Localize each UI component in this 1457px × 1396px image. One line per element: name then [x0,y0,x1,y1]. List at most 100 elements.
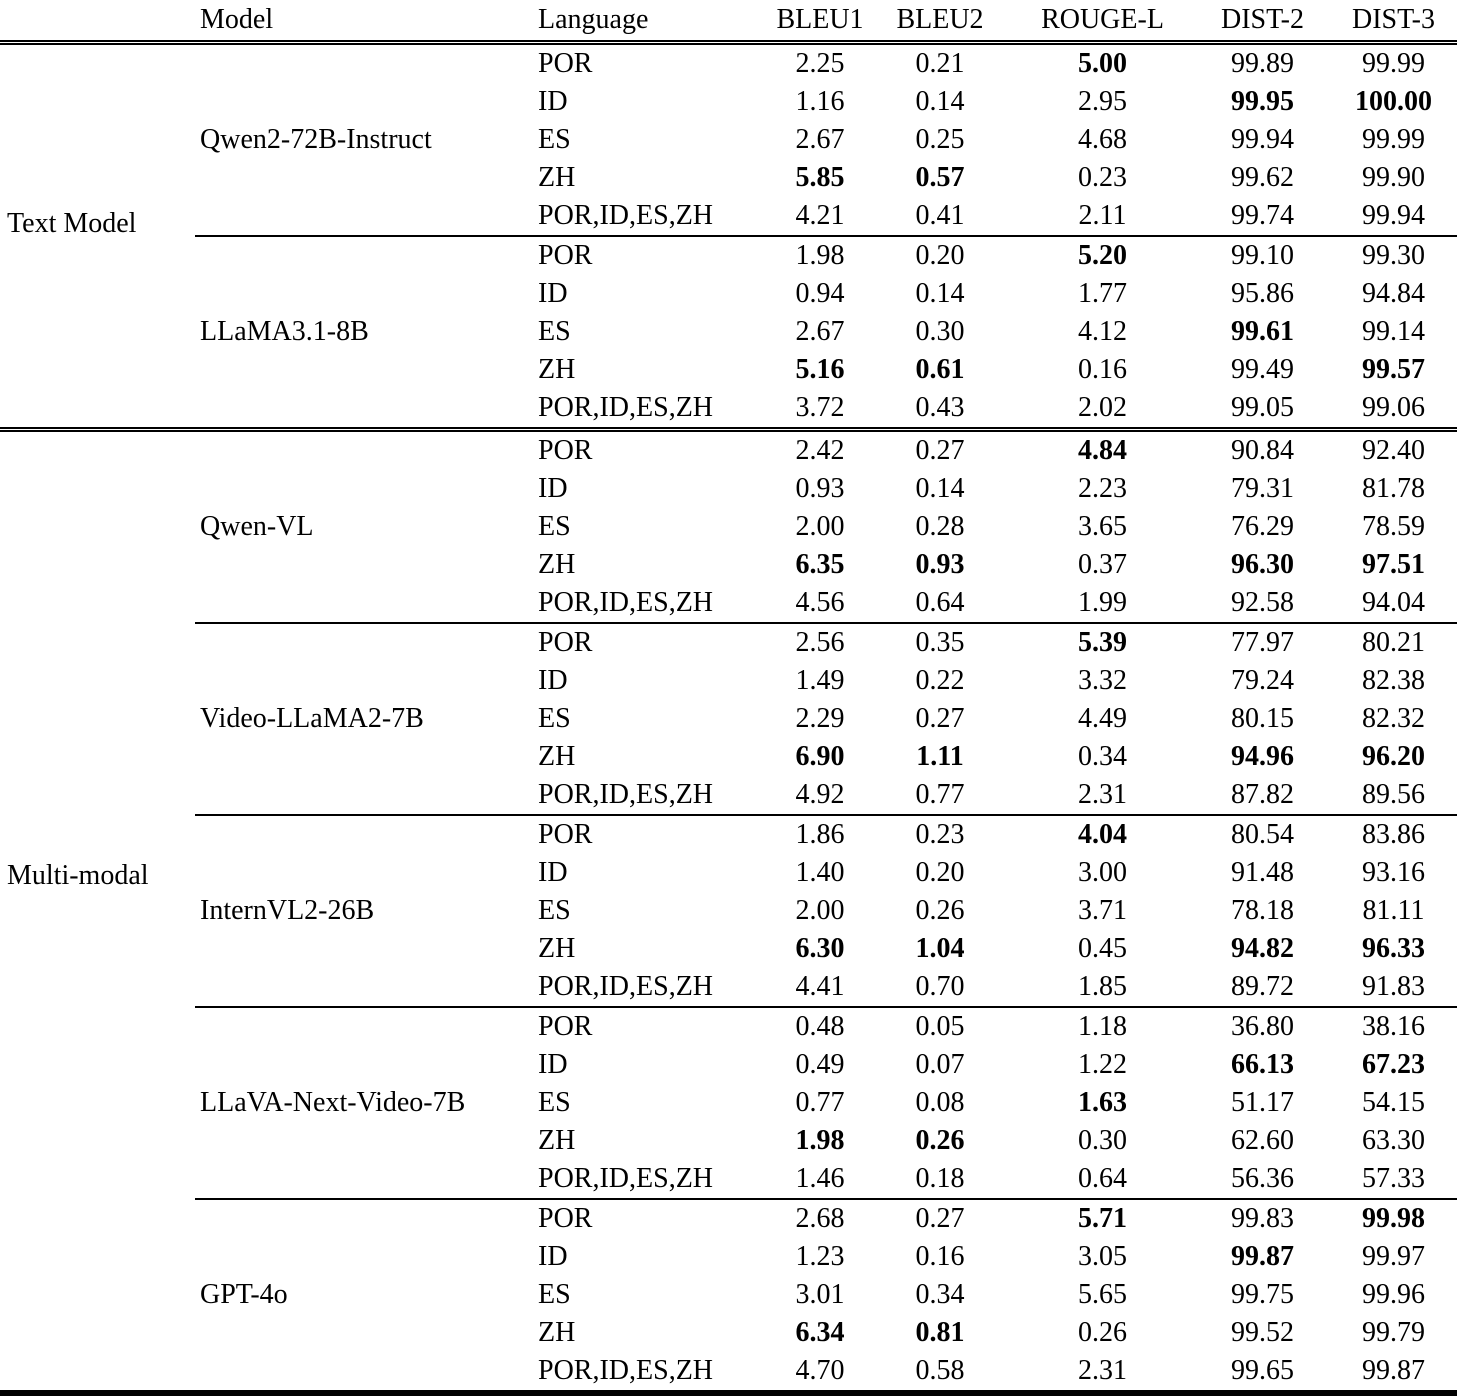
table-row: ES 0.77 0.08 1.63 51.17 54.15 [0,1084,1457,1122]
metric-value-cell: 0.25 [915,124,965,155]
metric-value-cell: 0.34 [915,1279,965,1310]
metric-value-cell: 96.33 [1362,933,1425,964]
language-cell: ID [538,665,568,696]
metric-value-cell: 0.07 [915,1049,965,1080]
table-row: POR,ID,ES,ZH 3.72 0.43 2.02 99.05 99.06 [0,389,1457,431]
metric-value-cell: 0.21 [915,48,965,79]
metric-value-cell: 0.27 [870,427,1010,470]
metric-value-cell: 6.34 [795,1317,845,1348]
language-cell: ZH [538,162,576,193]
metric-value-cell: 4.04 [1078,819,1127,850]
metric-value-cell: 83.86 [1362,819,1425,850]
metric-value-cell: 1.23 [795,1241,845,1272]
metric-value-cell: 0.23 [1078,162,1127,193]
metric-value-cell: 0.26 [1078,1317,1127,1348]
metric-value-cell: 0.26 [915,895,965,926]
metric-value-cell: 0.26 [915,1125,965,1156]
metric-value-cell: 99.52 [1231,1317,1294,1348]
model-group: Multi-modal Qwen-VL POR 2.42 0.27 4.84 90.84 92… [0,427,1457,1394]
metric-value-cell: 2.00 [795,511,845,542]
metric-value-cell: 2.23 [1078,473,1127,504]
metric-value-cell: 2.56 [795,627,845,658]
metric-value-cell: 1.63 [1078,1087,1127,1118]
metric-value-cell: 1.18 [1078,1011,1127,1042]
metric-value-cell: 1.49 [795,665,845,696]
language-cell: POR,ID,ES,ZH [538,968,770,1008]
metric-value-cell: 2.31 [1010,776,1195,816]
metric-value-cell: 94.04 [1330,584,1457,624]
table-row: POR,ID,ES,ZH 4.92 0.77 2.31 87.82 89.56 [0,776,1457,816]
group-label-cell: Text Model [7,208,137,239]
metric-value-cell: 0.43 [870,389,1010,431]
metric-value-cell: 99.57 [1362,354,1425,385]
metric-value-cell: 79.31 [1231,473,1294,504]
language-cell: POR,ID,ES,ZH [538,197,770,237]
metric-value-cell: 89.56 [1330,776,1457,816]
metric-value-cell: 4.49 [1078,703,1127,734]
language-cell: POR [538,1011,593,1042]
metric-value-cell: 66.13 [1231,1049,1294,1080]
metric-value-cell: 0.27 [915,1203,965,1234]
metric-value-cell: 6.90 [795,741,845,772]
metric-value-cell: 0.20 [915,240,965,271]
table-row: ID 0.94 0.14 1.77 95.86 94.84 [0,275,1457,313]
metric-value-cell: 0.81 [915,1317,965,1348]
metric-value-cell: 6.35 [795,549,845,580]
metric-value-cell: 0.61 [915,354,965,385]
language-cell: ID [538,473,568,504]
language-cell: ES [538,1279,571,1310]
table-row: ZH 1.98 0.26 0.30 62.60 63.30 [0,1122,1457,1160]
table-row: Multi-modal Qwen-VL POR 2.42 0.27 4.84 90.84 92… [0,427,1457,1393]
metric-value-cell: 78.18 [1231,895,1294,926]
language-cell: ID [538,857,568,888]
metric-value-cell: 1.86 [795,819,845,850]
table-header: Model Language BLEU1 BLEU2 ROUGE-L DIST-… [0,0,1457,45]
language-cell: ID [538,1049,568,1080]
metric-value-cell: 76.29 [1231,511,1294,542]
language-cell: POR,ID,ES,ZH [538,1160,770,1200]
column-header-bleu1: BLEU1 [770,0,870,45]
metric-value-cell: 93.16 [1362,857,1425,888]
metric-value-cell: 0.45 [1078,933,1127,964]
table-row: ID 1.23 0.16 3.05 99.87 99.97 [0,1238,1457,1276]
metric-value-cell: 4.21 [770,197,870,237]
metric-value-cell: 100.00 [1355,86,1432,117]
metric-value-cell: 67.23 [1362,1049,1425,1080]
model-name-cell: LLaMA3.1-8B [195,236,538,431]
metric-value-cell: 0.64 [1010,1160,1195,1200]
metric-value-cell: 99.95 [1231,86,1294,117]
metric-value-cell: 80.15 [1231,703,1294,734]
language-cell: ID [538,86,568,117]
metric-value-cell: 0.16 [915,1241,965,1272]
metric-value-cell: 2.67 [795,124,845,155]
metric-value-cell: 81.78 [1362,473,1425,504]
metric-value-cell: 51.17 [1231,1087,1294,1118]
metric-value-cell: 1.85 [1010,968,1195,1008]
column-header-bleu2: BLEU2 [870,0,1010,45]
metric-value-cell: 91.83 [1330,968,1457,1008]
language-cell: ZH [538,549,576,580]
table-row: Video-LLaMA2-7B POR 2.56 0.35 5.39 77.97 80.21 [0,623,1457,816]
metric-value-cell: 1.77 [1078,278,1127,309]
language-cell: ID [538,278,568,309]
column-header-rouge-l: ROUGE-L [1010,0,1195,45]
metric-value-cell: 0.08 [915,1087,965,1118]
metric-value-cell: 80.54 [1231,819,1294,850]
language-cell: POR [538,1203,593,1234]
metric-value-cell: 95.86 [1231,278,1294,309]
metric-value-cell: 99.14 [1362,316,1425,347]
language-cell: ZH [538,741,576,772]
table-row: ES 2.67 0.25 4.68 99.94 99.99 [0,121,1457,159]
table-row: ZH 5.85 0.57 0.23 99.62 99.90 [0,159,1457,197]
table-row: LLaMA3.1-8B POR 1.98 0.20 5.20 99.10 99.30 [0,236,1457,431]
metric-value-cell: 99.94 [1231,124,1294,155]
metric-value-cell: 99.94 [1330,197,1457,237]
metric-value-cell: 99.96 [1362,1279,1425,1310]
table-row: ZH 5.16 0.61 0.16 99.49 99.57 [0,351,1457,389]
table-row: ES 2.00 0.28 3.65 76.29 78.59 [0,508,1457,546]
metric-value-cell: 0.05 [915,1011,965,1042]
metric-value-cell: 3.72 [770,389,870,431]
language-cell: ZH [538,354,576,385]
metric-value-cell: 0.94 [795,278,845,309]
table-row: ZH 6.35 0.93 0.37 96.30 97.51 [0,546,1457,584]
